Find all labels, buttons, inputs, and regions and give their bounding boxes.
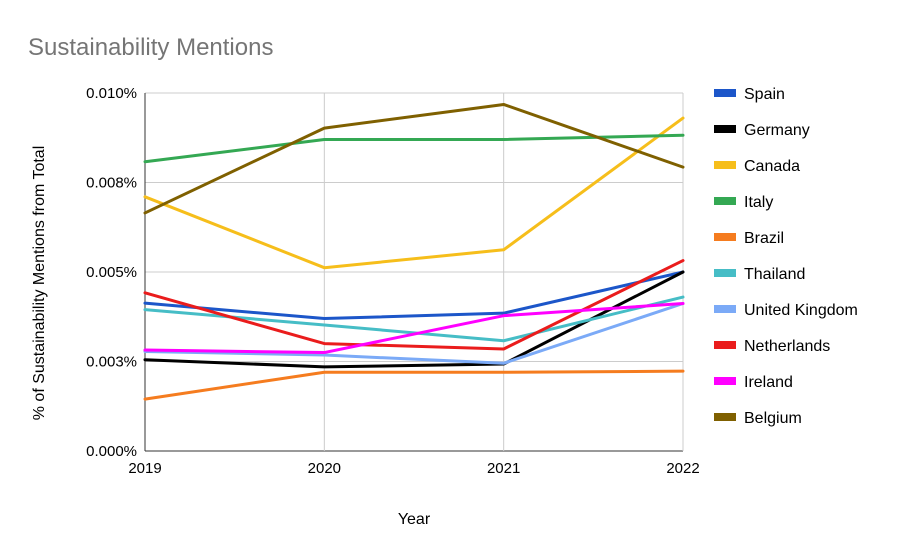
legend: Spain Germany Canada Italy Brazil Thailand Uni… [714, 86, 858, 427]
chart-title: Sustainability Mentions [28, 34, 273, 61]
legend-label: Ireland [744, 374, 793, 391]
legend-swatch [714, 197, 736, 205]
y-tick-label: 0.000% [86, 443, 137, 460]
legend-label: Thailand [744, 266, 805, 283]
y-tick-labels: 0.000% 0.003% 0.005% 0.008% 0.010% [86, 85, 137, 460]
series-line-spain [143, 270, 685, 321]
x-tick-label: 2022 [666, 460, 699, 477]
legend-swatch [714, 413, 736, 421]
legend-label: Belgium [744, 410, 802, 427]
y-tick-label: 0.008% [86, 175, 137, 192]
legend-label: Spain [744, 86, 785, 103]
y-tick-label: 0.010% [86, 85, 137, 102]
legend-label: United Kingdom [744, 302, 858, 319]
y-tick-label: 0.005% [86, 264, 137, 281]
y-axis-label: % of Sustainability Mentions from Total [31, 146, 48, 421]
legend-swatch [714, 341, 736, 349]
series-line-belgium [143, 102, 685, 215]
legend-swatch [714, 305, 736, 313]
gridlines [144, 92, 684, 452]
x-tick-label: 2021 [487, 460, 520, 477]
series-line-brazil [143, 369, 685, 401]
x-tick-label: 2020 [308, 460, 341, 477]
legend-label: Germany [744, 122, 810, 139]
legend-swatch [714, 377, 736, 385]
y-tick-label: 0.003% [86, 354, 137, 371]
legend-label: Italy [744, 194, 773, 211]
legend-swatch [714, 161, 736, 169]
series-line-italy [143, 133, 685, 164]
series-line-netherlands [143, 259, 685, 351]
legend-swatch [714, 89, 736, 97]
legend-swatch [714, 125, 736, 133]
legend-label: Netherlands [744, 338, 830, 355]
legend-label: Brazil [744, 230, 784, 247]
legend-label: Canada [744, 158, 800, 175]
x-axis-label: Year [398, 511, 431, 528]
x-tick-labels: 2019 2020 2021 2022 [128, 460, 699, 477]
series-line-united-kingdom [143, 302, 685, 365]
x-tick-label: 2019 [128, 460, 161, 477]
series-line-ireland [143, 302, 685, 355]
legend-swatch [714, 233, 736, 241]
series-lines [143, 102, 685, 401]
legend-swatch [714, 269, 736, 277]
series-line-canada [143, 116, 685, 270]
